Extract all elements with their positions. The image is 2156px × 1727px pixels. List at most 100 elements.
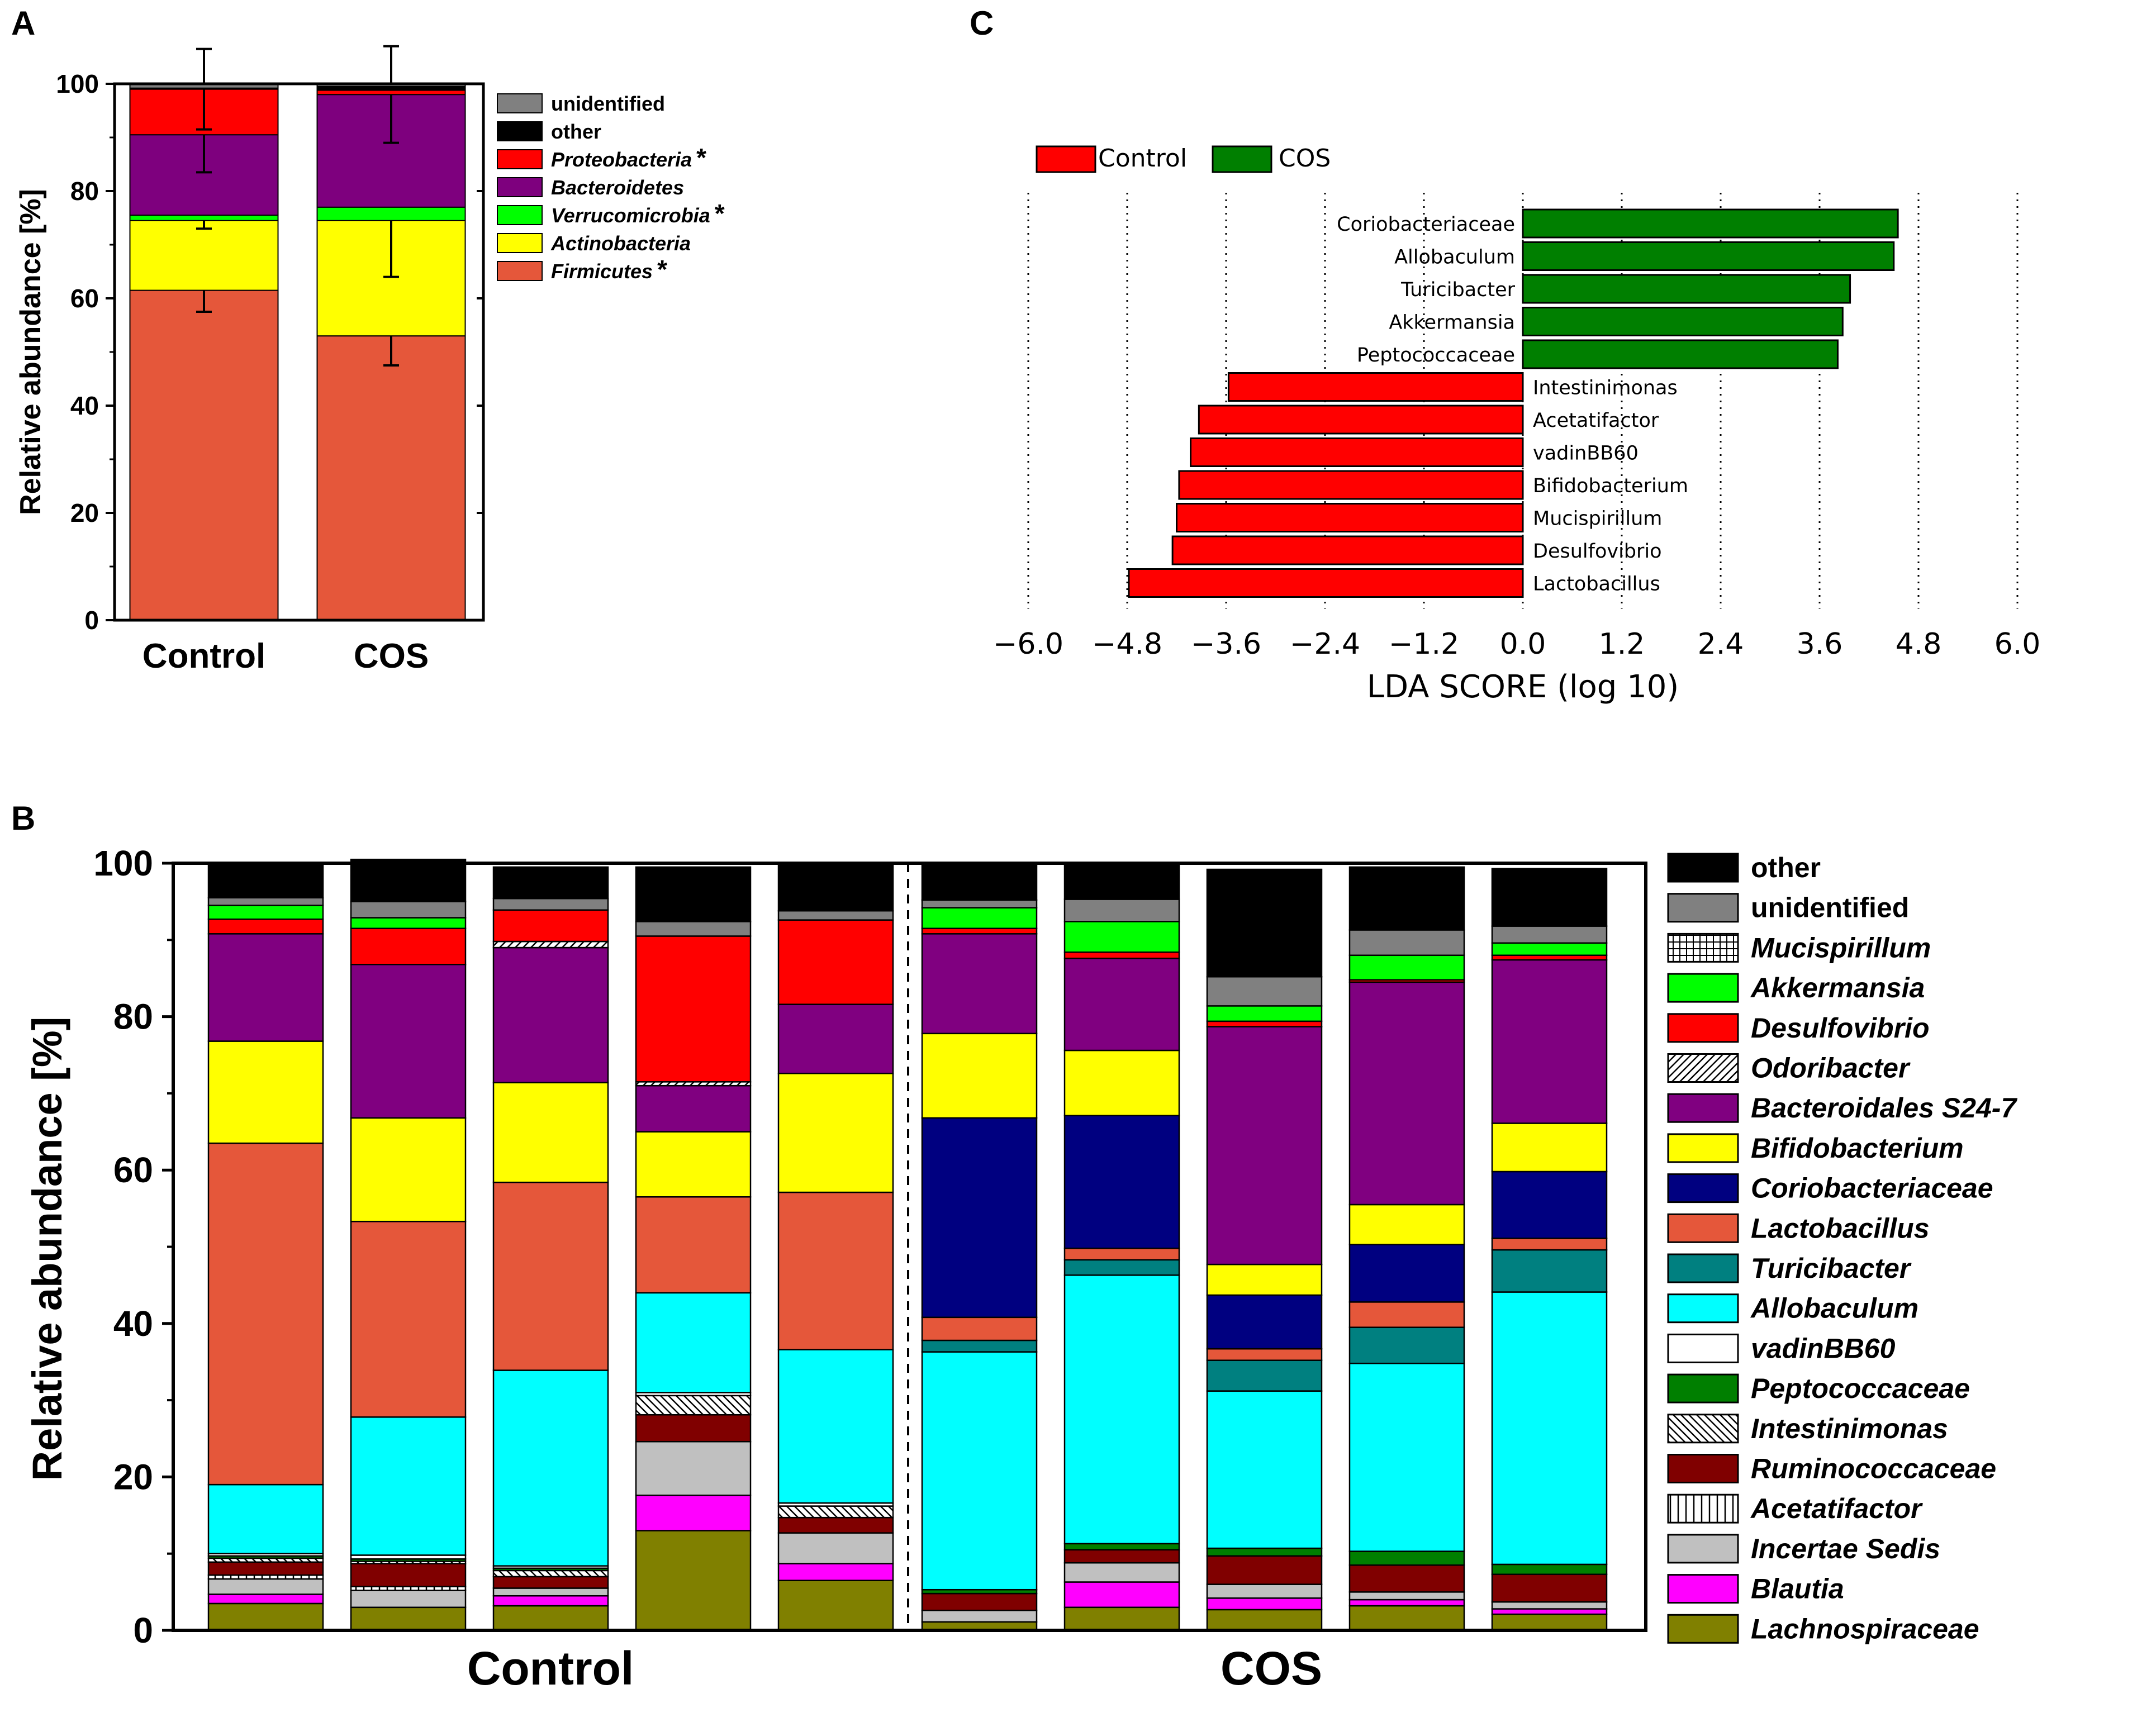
- legend-a-label-unidentified: unidentified: [551, 92, 665, 115]
- bar-b-sample4-lactobacillus: [635, 1196, 752, 1294]
- bar-b-sample4-lachnospiraceae: [635, 1530, 752, 1631]
- lda-bar-allobaculum: [1522, 241, 1895, 271]
- ytick-a-60: 60: [70, 284, 99, 313]
- legend-b-label-allobaculum: Allobaculum: [1750, 1293, 1918, 1324]
- bar-b-sample10-lactobacillus: [1491, 1238, 1608, 1251]
- bar-b-sample10-akkermansia: [1491, 942, 1608, 957]
- bar-b-sample4-unidentified: [635, 921, 752, 937]
- bar-b-sample6-lactobacillus: [921, 1316, 1038, 1341]
- bar-b-sample5-ruminococcaceae: [777, 1516, 894, 1534]
- bar-b-sample1-lachnospiraceae: [207, 1602, 324, 1631]
- xtick-a-control: Control: [143, 637, 265, 675]
- bar-b-sample3-bifidobacterium: [492, 1082, 609, 1183]
- lda-bar-mucispirillum: [1176, 503, 1524, 532]
- bar-b-sample3-lachnospiraceae: [492, 1605, 609, 1631]
- bar-b-sample5-blautia: [777, 1563, 894, 1582]
- bar-b-sample2-ruminococcaceae: [350, 1563, 467, 1587]
- xtick-c: −4.8: [1092, 627, 1162, 661]
- bar-b-sample9-lactobacillus: [1348, 1301, 1465, 1328]
- legend-b-label-intestinimonas: Intestinimonas: [1751, 1413, 1948, 1444]
- bar-b-sample7-bacteroidales-s24-7: [1063, 958, 1180, 1052]
- legend-b-label-peptococcaceae: Peptococcaceae: [1751, 1373, 1970, 1404]
- bar-b-sample6-allobaculum: [921, 1351, 1038, 1591]
- bar-b-sample1-blautia: [207, 1593, 324, 1605]
- bar-b-sample6-desulfovibrio: [921, 927, 1038, 935]
- bar-b-sample8-turicibacter: [1206, 1359, 1323, 1392]
- bar-b-sample2-desulfovibrio: [350, 927, 467, 965]
- xtick-c: 2.4: [1698, 627, 1744, 661]
- xlabel-c: LDA SCORE (log 10): [1367, 669, 1679, 705]
- bar-b-sample4-bacteroidales-s24-7: [635, 1084, 752, 1133]
- bar-b-sample6-ruminococcaceae: [921, 1592, 1038, 1611]
- lda-bar-peptococcaceae: [1522, 339, 1839, 369]
- xtick-c: 3.6: [1797, 627, 1843, 661]
- bar-b-sample5-lachnospiraceae: [777, 1579, 894, 1631]
- bar-b-sample7-allobaculum: [1063, 1274, 1180, 1545]
- bar-b-sample6-bacteroidales-s24-7: [921, 933, 1038, 1035]
- legend-b-swatch-incertae-sedis: [1667, 1534, 1739, 1564]
- bar-b-sample3-bacteroidales-s24-7: [492, 946, 609, 1083]
- lda-bar-lactobacillus: [1128, 568, 1524, 598]
- lda-bar-desulfovibrio: [1171, 535, 1524, 565]
- panel-a-chart: Control COS 0 20 40 60 80 100 Relative abundance…: [15, 45, 725, 675]
- bar-b-sample8-ruminococcaceae: [1206, 1555, 1323, 1585]
- bar-b-sample8-peptococcaceae: [1206, 1547, 1323, 1557]
- ytick-a-80: 80: [70, 177, 99, 206]
- lda-label-desulfovibrio: Desulfovibrio: [1533, 540, 1662, 563]
- bar-b-sample3-lactobacillus: [492, 1181, 609, 1371]
- legend-b-label-ruminococcaceae: Ruminococcaceae: [1751, 1453, 1996, 1485]
- legend-a-label-actinobacteria: Actinobacteria: [550, 232, 691, 255]
- legend-b-swatch-akkermansia: [1667, 973, 1739, 1003]
- bar-b-sample10-turicibacter: [1491, 1249, 1608, 1293]
- bar-b-sample7-peptococcaceae: [1063, 1543, 1180, 1551]
- bar-b-sample8-desulfovibrio: [1206, 1020, 1323, 1027]
- bar-b-sample8-other: [1206, 868, 1323, 978]
- legend-b-label-akkermansia: Akkermansia: [1750, 972, 1925, 1003]
- bar-b-sample8-unidentified: [1206, 976, 1323, 1007]
- legend-b-swatch-bifidobacterium: [1667, 1133, 1739, 1163]
- bar-b-sample9-akkermansia: [1348, 954, 1465, 981]
- bar-b-sample3-allobaculum: [492, 1369, 609, 1567]
- bar-b-sample8-akkermansia: [1206, 1005, 1323, 1022]
- xtick-c: −2.4: [1290, 627, 1360, 661]
- bar-b-sample4-ruminococcaceae: [635, 1414, 752, 1443]
- ytick-b-100: 100: [93, 843, 153, 883]
- panel-b-chart: 0 20 40 60 80 100 Relative abundance [%] Contro…: [24, 843, 2017, 1695]
- ytick-b-40: 40: [113, 1303, 153, 1344]
- bar-b-sample9-coriobacteriaceae: [1348, 1244, 1465, 1303]
- bar-b-sample7-unidentified: [1063, 898, 1180, 922]
- legend-b-swatch-mucispirillum: [1667, 933, 1739, 963]
- bar-b-sample5-desulfovibrio: [777, 919, 894, 1005]
- bar-b-sample9-blautia: [1348, 1598, 1465, 1607]
- lda-label-akkermansia: Akkermansia: [1389, 312, 1515, 334]
- legend-b-swatch-peptococcaceae: [1667, 1373, 1739, 1404]
- bar-b-sample7-turicibacter: [1063, 1259, 1180, 1276]
- bar-b-sample2-lactobacillus: [350, 1220, 467, 1418]
- bar-b-sample8-lactobacillus: [1206, 1348, 1323, 1361]
- bar-a-cos-proteobacteria: [316, 89, 466, 96]
- bar-b-sample9-lachnospiraceae: [1348, 1605, 1465, 1631]
- ytick-a-0: 0: [84, 606, 99, 635]
- bar-b-sample9-other: [1348, 866, 1465, 931]
- bar-b-sample6-other: [921, 862, 1038, 901]
- bar-b-sample7-other: [1063, 862, 1180, 900]
- legend-b-swatch-turicibacter: [1667, 1253, 1739, 1283]
- bar-b-sample10-allobaculum: [1491, 1291, 1608, 1566]
- bar-a-control-firmicutes: [129, 289, 279, 621]
- xtick-c: −3.6: [1191, 627, 1261, 661]
- bar-b-sample5-bifidobacterium: [777, 1072, 894, 1193]
- ytick-b-0: 0: [133, 1610, 153, 1650]
- bar-b-sample2-akkermansia: [350, 917, 467, 929]
- bar-b-sample7-bifidobacterium: [1063, 1049, 1180, 1116]
- ytick-a-20: 20: [70, 498, 99, 527]
- xtick-c: 4.8: [1896, 627, 1942, 661]
- legend-b-swatch-vadinbb60: [1667, 1333, 1739, 1363]
- bar-b-sample7-lactobacillus: [1063, 1247, 1180, 1261]
- ytick-b-80: 80: [113, 997, 153, 1037]
- legend-a-label-proteobacteria: Proteobacteria *: [551, 143, 706, 172]
- bar-b-sample5-allobaculum: [777, 1349, 894, 1504]
- bar-b-sample10-other: [1491, 868, 1608, 927]
- bar-b-sample10-bifidobacterium: [1491, 1122, 1608, 1173]
- bar-b-sample7-blautia: [1063, 1581, 1180, 1609]
- bar-b-sample8-allobaculum: [1206, 1390, 1323, 1549]
